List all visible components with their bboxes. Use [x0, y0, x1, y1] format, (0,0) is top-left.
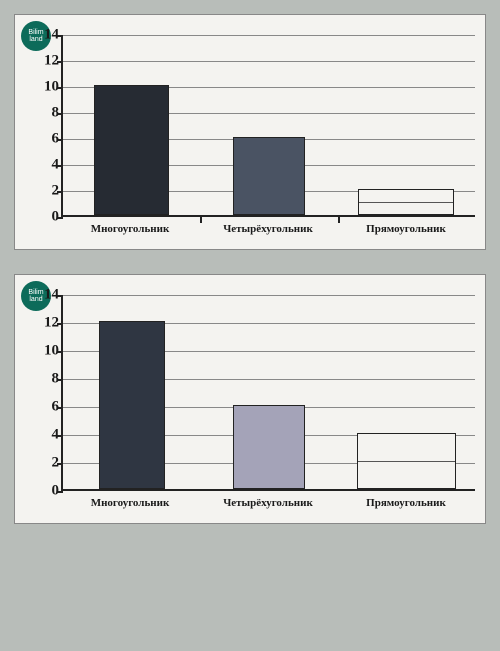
y-axis-label: 0: [33, 483, 59, 500]
plot-area-a: 02468101214: [61, 35, 475, 217]
x-tick: [338, 215, 340, 223]
bar-slot: [200, 35, 337, 215]
plot-area-b: 02468101214: [61, 295, 475, 491]
y-axis-label: 8: [33, 105, 59, 122]
bars-container: [63, 295, 475, 489]
x-axis-labels-b: МногоугольникЧетырёхугольникПрямоугольни…: [61, 497, 475, 509]
y-axis-label: 6: [33, 131, 59, 148]
x-tick-slot: [338, 489, 475, 497]
y-axis-label: 14: [33, 287, 59, 304]
y-axis-label: 14: [33, 27, 59, 44]
x-axis-labels-a: МногоугольникЧетырёхугольникПрямоугольни…: [61, 223, 475, 235]
x-tick-slot: [63, 489, 200, 497]
x-tick: [200, 215, 202, 223]
y-axis-label: 6: [33, 399, 59, 416]
bars-container: [63, 35, 475, 215]
y-axis-label: 4: [33, 157, 59, 174]
x-tick-slot: [63, 215, 200, 223]
y-axis-label: 12: [33, 53, 59, 70]
y-axis-label: 2: [33, 455, 59, 472]
bar-slot: [200, 295, 337, 489]
x-tick-slot: [200, 489, 337, 497]
y-axis-label: 10: [33, 79, 59, 96]
y-axis-label: 4: [33, 427, 59, 444]
bar: [99, 321, 165, 489]
y-axis-label: 8: [33, 371, 59, 388]
chart-card-a: Bilim land 02468101214 МногоугольникЧеты…: [14, 14, 486, 250]
bar: [94, 85, 170, 215]
bar-slot: [338, 295, 475, 489]
y-axis-label: 2: [33, 183, 59, 200]
x-ticks: [63, 489, 475, 497]
bar-half-divider: [358, 461, 455, 462]
x-axis-label: Прямоугольник: [337, 497, 475, 509]
x-tick-slot: [200, 215, 337, 223]
x-ticks: [63, 215, 475, 223]
y-axis-label: 12: [33, 315, 59, 332]
x-axis-label: Прямоугольник: [337, 223, 475, 235]
bar-slot: [338, 35, 475, 215]
chart-card-b: Bilim land 02468101214 МногоугольникЧеты…: [14, 274, 486, 524]
bar-slot: [63, 35, 200, 215]
x-tick-slot: [338, 215, 475, 223]
bar: [233, 137, 304, 215]
y-axis-label: 0: [33, 209, 59, 226]
x-axis-label: Четырёхугольник: [199, 223, 337, 235]
bar: [357, 433, 456, 489]
x-axis-label: Многоугольник: [61, 223, 199, 235]
bar: [358, 189, 454, 215]
bar: [233, 405, 304, 489]
y-axis-label: 10: [33, 343, 59, 360]
bar-half-divider: [359, 202, 453, 203]
x-axis-label: Многоугольник: [61, 497, 199, 509]
x-axis-label: Четырёхугольник: [199, 497, 337, 509]
bar-slot: [63, 295, 200, 489]
